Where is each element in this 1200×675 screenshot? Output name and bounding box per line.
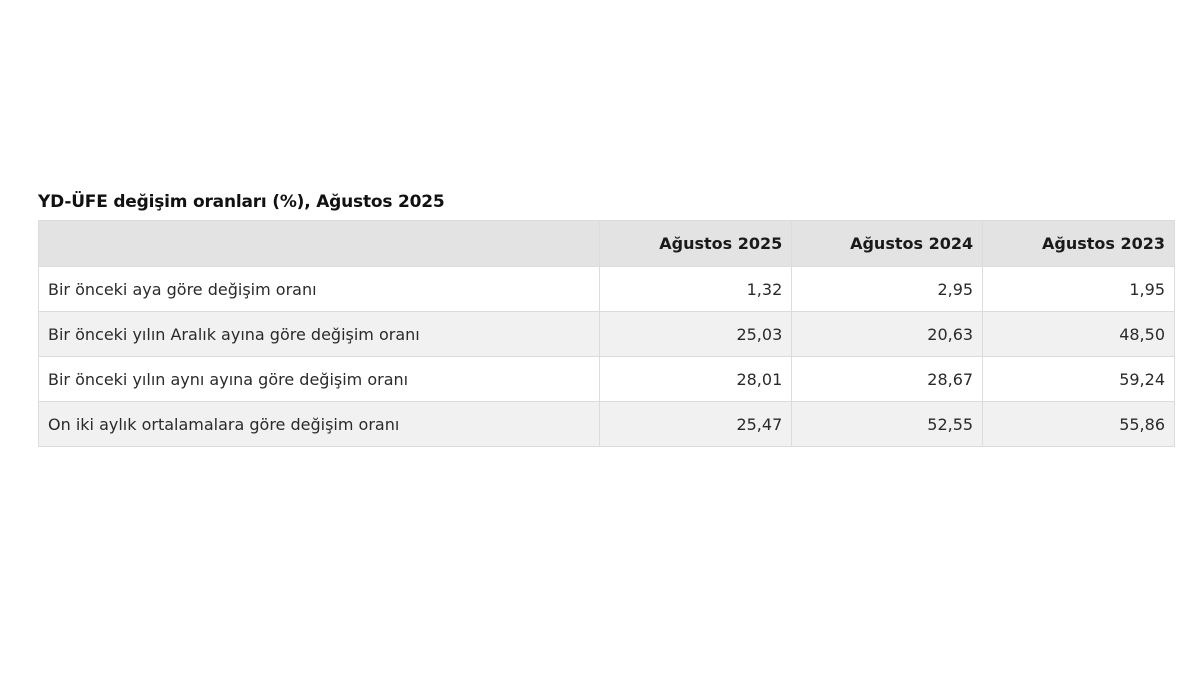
row-label: Bir önceki yılın Aralık ayına göre değiş… [37, 311, 601, 357]
table-cell: 48,50 [982, 311, 1175, 357]
table-cell: 28,67 [791, 356, 984, 402]
table-cell: 25,47 [599, 401, 793, 447]
table-row: Bir önceki aya göre değişim oranı 1,32 2… [37, 266, 1175, 312]
table-cell: 28,01 [599, 356, 793, 402]
table-row: On iki aylık ortalamalara göre değişim o… [37, 401, 1175, 447]
header-cell-aug-2024: Ağustos 2024 [791, 220, 984, 267]
table-cell: 25,03 [599, 311, 793, 357]
header-row: Ağustos 2025 Ağustos 2024 Ağustos 2023 [37, 220, 1175, 267]
table-title: YD-ÜFE değişim oranları (%), Ağustos 202… [38, 192, 445, 212]
row-label: Bir önceki aya göre değişim oranı [37, 266, 601, 312]
header-cell-aug-2023: Ağustos 2023 [982, 220, 1175, 267]
table-row: Bir önceki yılın Aralık ayına göre değiş… [37, 311, 1175, 357]
table-cell: 59,24 [982, 356, 1175, 402]
table-cell: 1,32 [599, 266, 793, 312]
table-cell: 20,63 [791, 311, 984, 357]
header-cell-aug-2025: Ağustos 2025 [599, 220, 793, 267]
table-cell: 52,55 [791, 401, 984, 447]
table-cell: 2,95 [791, 266, 984, 312]
row-label: Bir önceki yılın aynı ayına göre değişim… [37, 356, 601, 402]
row-label: On iki aylık ortalamalara göre değişim o… [37, 401, 601, 447]
table-cell: 1,95 [982, 266, 1175, 312]
data-table: Ağustos 2025 Ağustos 2024 Ağustos 2023 B… [37, 220, 1175, 447]
table-cell: 55,86 [982, 401, 1175, 447]
header-cell-label [37, 220, 601, 267]
table-row: Bir önceki yılın aynı ayına göre değişim… [37, 356, 1175, 402]
